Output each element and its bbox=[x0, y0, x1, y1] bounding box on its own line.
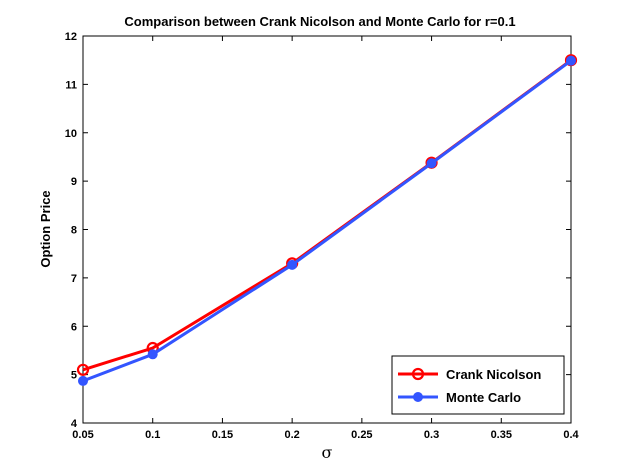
y-tick-label: 8 bbox=[71, 225, 77, 237]
data-point bbox=[287, 259, 298, 270]
series-layer bbox=[76, 54, 578, 386]
data-point bbox=[78, 375, 88, 386]
legend-box bbox=[391, 355, 565, 415]
legend-label: Crank Nicolson bbox=[446, 367, 541, 382]
y-tick-label: 4 bbox=[71, 418, 78, 430]
chart-title: Comparison between Crank Nicolson and Mo… bbox=[124, 14, 515, 29]
y-axis: 4 5 6 7 8 9 10 11 12 bbox=[65, 31, 571, 430]
x-tick-label: 0.15 bbox=[212, 429, 233, 441]
x-tick-label: 0.2 bbox=[284, 429, 299, 441]
x-tick-label: 0.05 bbox=[72, 429, 93, 441]
x-tick-label: 0.3 bbox=[424, 429, 439, 441]
legend-marker bbox=[411, 367, 425, 381]
y-tick-label: 5 bbox=[71, 370, 77, 382]
x-tick-label: 0.1 bbox=[145, 429, 160, 441]
legend-label: Monte Carlo bbox=[446, 390, 521, 405]
data-point bbox=[566, 55, 576, 66]
x-tick-label: 0.25 bbox=[351, 429, 372, 441]
x-tick-label: 0.35 bbox=[491, 429, 512, 441]
x-axis-label: σ bbox=[322, 443, 333, 462]
y-axis-label: Option Price bbox=[38, 190, 53, 267]
x-tick-label: 0.4 bbox=[563, 429, 579, 441]
y-tick-label: 10 bbox=[65, 128, 77, 140]
legend-marker bbox=[413, 392, 423, 402]
y-tick-label: 7 bbox=[71, 273, 77, 285]
y-tick-label: 11 bbox=[65, 79, 77, 91]
data-point bbox=[426, 158, 437, 169]
y-tick-label: 6 bbox=[71, 321, 77, 333]
y-tick-label: 12 bbox=[65, 31, 77, 43]
data-point bbox=[76, 363, 90, 376]
data-point bbox=[147, 349, 158, 360]
x-axis: 0.05 0.1 0.15 0.2 0.25 0.3 0.35 0.4 bbox=[72, 36, 580, 441]
y-tick-label: 9 bbox=[71, 176, 77, 188]
legend: Crank Nicolson Monte Carlo bbox=[391, 355, 565, 415]
